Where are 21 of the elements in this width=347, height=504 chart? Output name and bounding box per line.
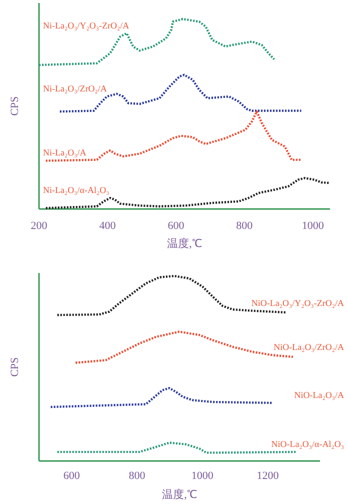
- series-label: Ni-La₂O₃/A: [43, 148, 87, 158]
- x-tick-label: 400: [99, 220, 116, 232]
- series-label: NiO-La₂O₃/Y₂O₃-ZrO₂/A: [251, 298, 344, 308]
- x-tick-label: 800: [128, 470, 146, 482]
- series-label: NiO-La₂O₃/ZrO₂/A: [274, 342, 344, 352]
- x-tick-label: 200: [30, 220, 48, 232]
- x-tick-label: 600: [63, 470, 80, 482]
- x-tick-label: 1000: [302, 220, 324, 232]
- series-label: Ni-La₂O₃/α-Al₂O₃: [43, 184, 110, 195]
- series-label: Ni-La₂O₃/Y₂O₃-ZrO₂/A: [43, 20, 130, 30]
- series-label: NiO-La₂O₃/α-Al₂O₃: [271, 438, 344, 449]
- x-tick-label: 800: [236, 220, 254, 232]
- y-axis-title: CPS: [9, 357, 21, 377]
- series-label: Ni-La₂O₃/ZrO₂/A: [43, 84, 108, 94]
- y-axis-title: CPS: [9, 96, 21, 116]
- x-tick-label: 1200: [256, 470, 280, 482]
- x-axis-title: 温度,℃: [162, 488, 197, 501]
- x-axis-title: 温度,℃: [167, 237, 202, 250]
- x-tick-label: 600: [168, 220, 185, 232]
- x-tick-label: 1000: [191, 470, 214, 482]
- text: NiO-La₂O₃/A: [294, 390, 344, 400]
